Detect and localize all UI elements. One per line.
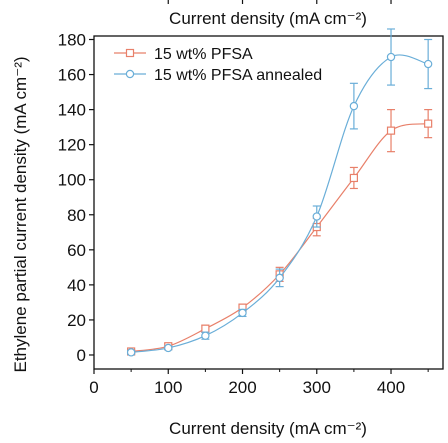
data-point bbox=[312, 212, 321, 221]
top-x-axis-title: Current density (mA cm⁻²) bbox=[169, 9, 367, 28]
y-tick-label: 80 bbox=[67, 206, 86, 225]
y-tick-label: 0 bbox=[77, 346, 86, 365]
data-point bbox=[275, 273, 284, 283]
data-point bbox=[349, 101, 359, 111]
y-tick-label: 180 bbox=[58, 31, 86, 50]
x-tick-label: 100 bbox=[154, 378, 182, 397]
legend-label: 15 wt% PFSA bbox=[154, 46, 253, 63]
x-axis: 0 100 200 300 400 bbox=[89, 369, 429, 397]
y-tick-label: 100 bbox=[58, 171, 86, 190]
y-axis-title: Ethylene partial current density (mA cm⁻… bbox=[11, 56, 30, 372]
legend-label: 15 wt% PFSA annealed bbox=[154, 67, 322, 84]
legend-item: 15 wt% PFSA annealed bbox=[114, 67, 322, 84]
x-tick-label: 200 bbox=[228, 378, 256, 397]
y-tick-label: 40 bbox=[67, 276, 86, 295]
x-tick-label: 0 bbox=[89, 378, 98, 397]
data-point bbox=[349, 173, 358, 183]
x-tick-label: 400 bbox=[377, 378, 405, 397]
y-tick-label: 160 bbox=[58, 66, 86, 85]
x-axis-title: Current density (mA cm⁻²) bbox=[169, 419, 367, 438]
series-1 bbox=[127, 109, 433, 356]
legend: 15 wt% PFSA 15 wt% PFSA annealed bbox=[114, 46, 322, 84]
data-point bbox=[201, 324, 210, 333]
series-layer bbox=[126, 28, 433, 357]
data-point bbox=[164, 343, 173, 353]
data-point bbox=[126, 348, 136, 357]
data-point bbox=[238, 308, 247, 318]
legend-item: 15 wt% PFSA bbox=[114, 46, 253, 63]
series-2 bbox=[126, 28, 433, 357]
legend-marker bbox=[125, 48, 135, 58]
data-point bbox=[386, 126, 396, 135]
x-tick-label: 300 bbox=[303, 378, 331, 397]
legend-marker bbox=[125, 69, 135, 79]
y-tick-label: 140 bbox=[58, 101, 86, 120]
top-axis-area: Current density (mA cm⁻²) bbox=[167, 0, 392, 28]
y-tick-label: 120 bbox=[58, 136, 86, 155]
data-point bbox=[201, 331, 210, 340]
y-tick-label: 60 bbox=[67, 241, 86, 260]
data-point bbox=[424, 119, 433, 128]
data-point bbox=[423, 59, 433, 69]
series-line bbox=[131, 54, 429, 353]
data-point bbox=[386, 52, 396, 62]
y-axis: 0 20 40 60 80 100 120 140 160 180 bbox=[58, 31, 94, 365]
plot-frame bbox=[93, 35, 444, 370]
series-line bbox=[131, 123, 429, 353]
y-tick-label: 20 bbox=[67, 311, 86, 330]
